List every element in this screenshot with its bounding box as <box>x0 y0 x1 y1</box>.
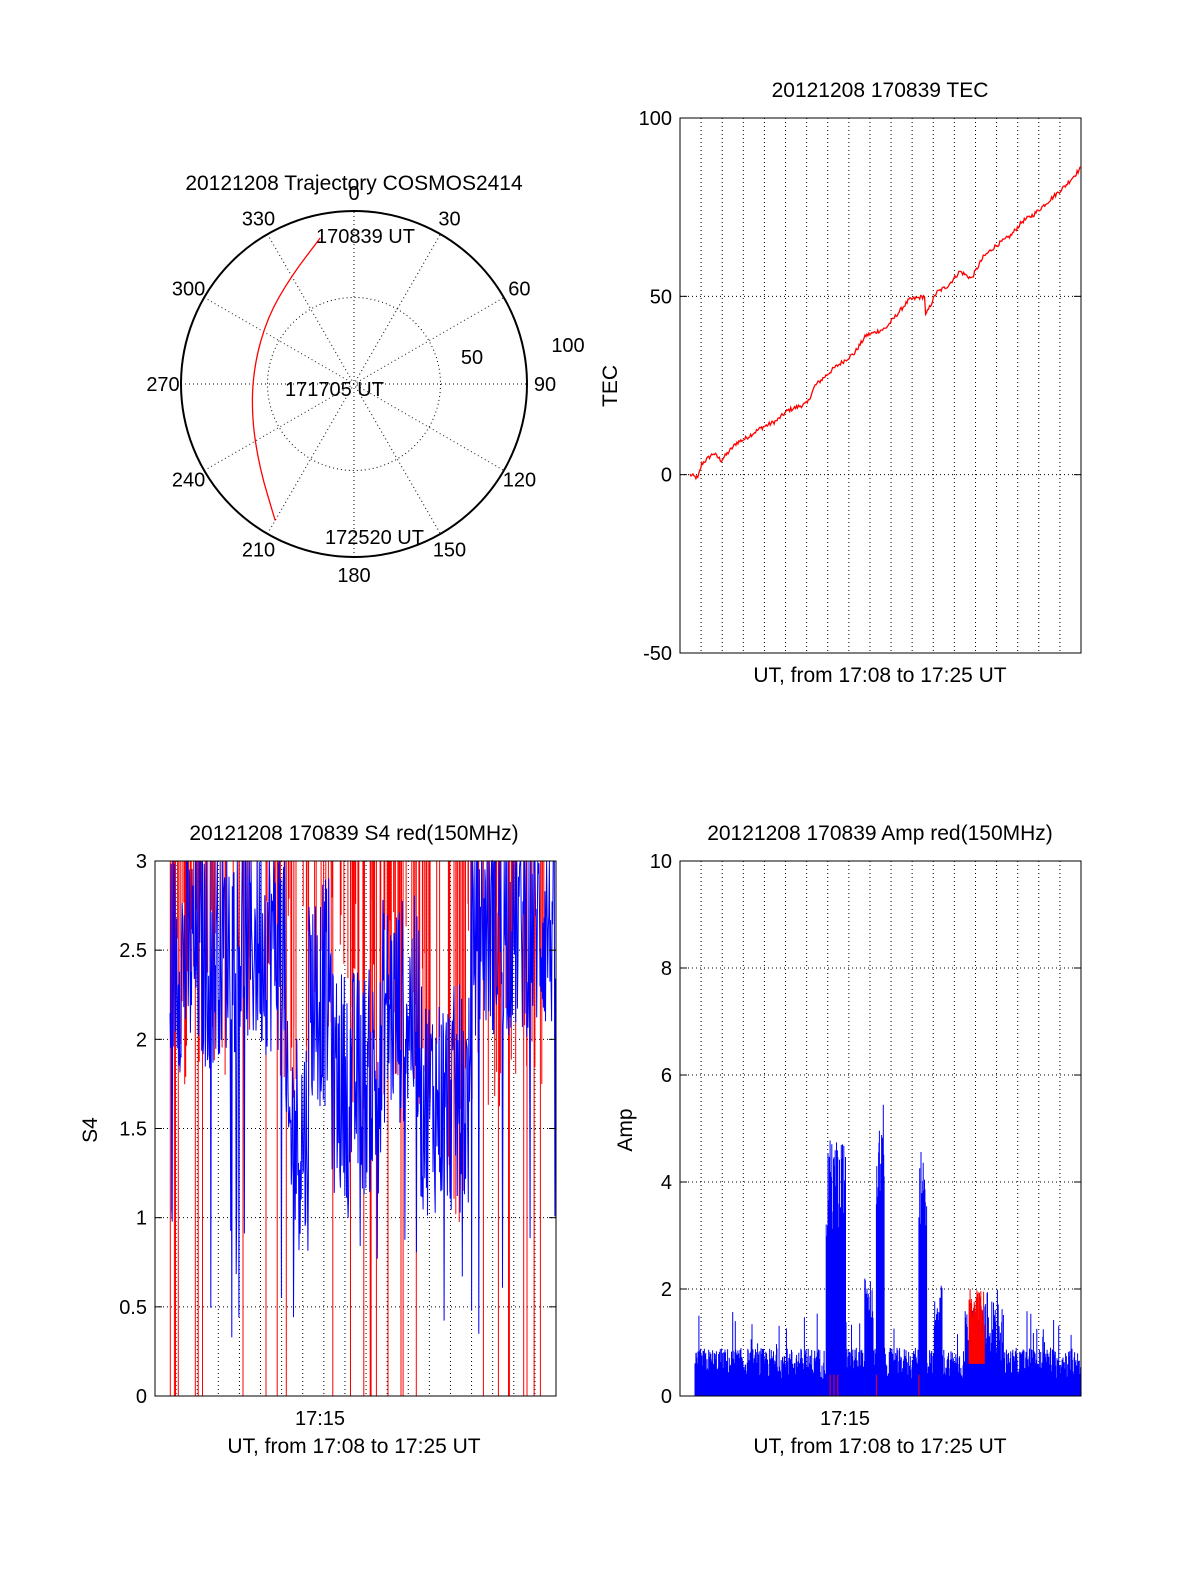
amp-x-tick-1715: 17:15 <box>820 1408 870 1430</box>
y-tick-label: 2.5 <box>119 940 147 962</box>
tec-series-line <box>689 166 1082 481</box>
y-tick-label: 0 <box>661 465 672 487</box>
s4-x-tick-1715: 17:15 <box>295 1408 345 1430</box>
azimuth-label: 180 <box>337 565 370 587</box>
azimuth-label: 330 <box>242 209 275 231</box>
amp-x-label: UT, from 17:08 to 17:25 UT <box>753 1435 1006 1458</box>
y-tick-label: 0 <box>661 1386 672 1408</box>
y-tick-label: 1 <box>136 1208 147 1230</box>
s4-y-label: S4 <box>79 1117 102 1143</box>
tec-frame <box>679 117 1082 654</box>
azimuth-labels: 0 30 60 90 120 150 180 210 240 270 300 330 <box>146 183 556 587</box>
amp-title: 20121208 170839 Amp red(150MHz) <box>707 822 1053 845</box>
azimuth-label: 120 <box>503 470 536 492</box>
azimuth-label: 60 <box>508 279 530 301</box>
y-tick-label: 8 <box>661 958 672 980</box>
tec-title: 20121208 170839 TEC <box>772 79 989 102</box>
amp-y-label: Amp <box>614 1108 637 1151</box>
s4-x-label: UT, from 17:08 to 17:25 UT <box>227 1435 480 1458</box>
y-tick-label: 2 <box>136 1029 147 1051</box>
trajectory-line <box>251 237 321 521</box>
y-tick-label: 4 <box>661 1172 672 1194</box>
azimuth-label: 240 <box>172 470 205 492</box>
tec-y-ticks: 100 50 0 -50 <box>639 108 1081 665</box>
y-tick-label: 0 <box>136 1386 147 1408</box>
y-tick-label: 0.5 <box>119 1297 147 1319</box>
azimuth-label: 270 <box>146 374 179 396</box>
amp-red-series <box>829 1289 985 1396</box>
azimuth-label: 30 <box>438 209 460 231</box>
y-tick-label: 2 <box>661 1279 672 1301</box>
amp-frame <box>679 860 1082 1397</box>
tec-chart: 20121208 170839 TEC 100 50 0 -50 TEC UT, fr… <box>599 79 1082 687</box>
tec-x-label: UT, from 17:08 to 17:25 UT <box>753 664 1006 687</box>
trajectory-mid-label: 171705 UT <box>285 379 384 401</box>
tec-y-label: TEC <box>599 365 622 407</box>
azimuth-label: 300 <box>172 279 205 301</box>
azimuth-label: 210 <box>242 539 275 561</box>
polar-spoke <box>267 233 441 535</box>
y-tick-label: 10 <box>650 851 672 873</box>
trajectory-title: 20121208 Trajectory COSMOS2414 <box>185 172 523 195</box>
amp-chart: 20121208 170839 Amp red(150MHz) 1086420 … <box>614 822 1082 1458</box>
s4-chart: 20121208 170839 S4 red(150MHz) 3 2.5 2 1.5 1… <box>79 822 557 1458</box>
trajectory-polar-plot: 20121208 Trajectory COSMOS2414 0 30 60 90 12… <box>146 172 584 587</box>
radial-label-50: 50 <box>461 347 483 369</box>
tec-grid <box>680 118 1081 653</box>
polar-inner-ring <box>267 297 441 471</box>
y-tick-label: 100 <box>639 108 672 130</box>
azimuth-label: 150 <box>433 539 466 561</box>
radial-label-100: 100 <box>551 335 584 357</box>
trajectory-start-label: 170839 UT <box>316 226 415 248</box>
polar-grid <box>180 210 528 558</box>
azimuth-label: 0 <box>348 183 359 205</box>
trajectory-end-label: 172520 UT <box>325 527 424 549</box>
s4-title: 20121208 170839 S4 red(150MHz) <box>189 822 518 845</box>
amp-y-ticks: 10 8 6 4 2 0 <box>650 851 1081 1408</box>
y-tick-label: 3 <box>136 851 147 873</box>
y-tick-label: -50 <box>643 643 672 665</box>
amp-blue-series <box>694 1104 1082 1396</box>
amp-series <box>694 1104 1082 1396</box>
s4-y-ticks: 3 2.5 2 1.5 1 0.5 0 <box>119 851 556 1408</box>
y-tick-label: 1.5 <box>119 1119 147 1141</box>
y-tick-label: 50 <box>650 286 672 308</box>
y-tick-label: 6 <box>661 1065 672 1087</box>
azimuth-label: 90 <box>534 374 556 396</box>
s4-grid <box>155 861 556 1396</box>
